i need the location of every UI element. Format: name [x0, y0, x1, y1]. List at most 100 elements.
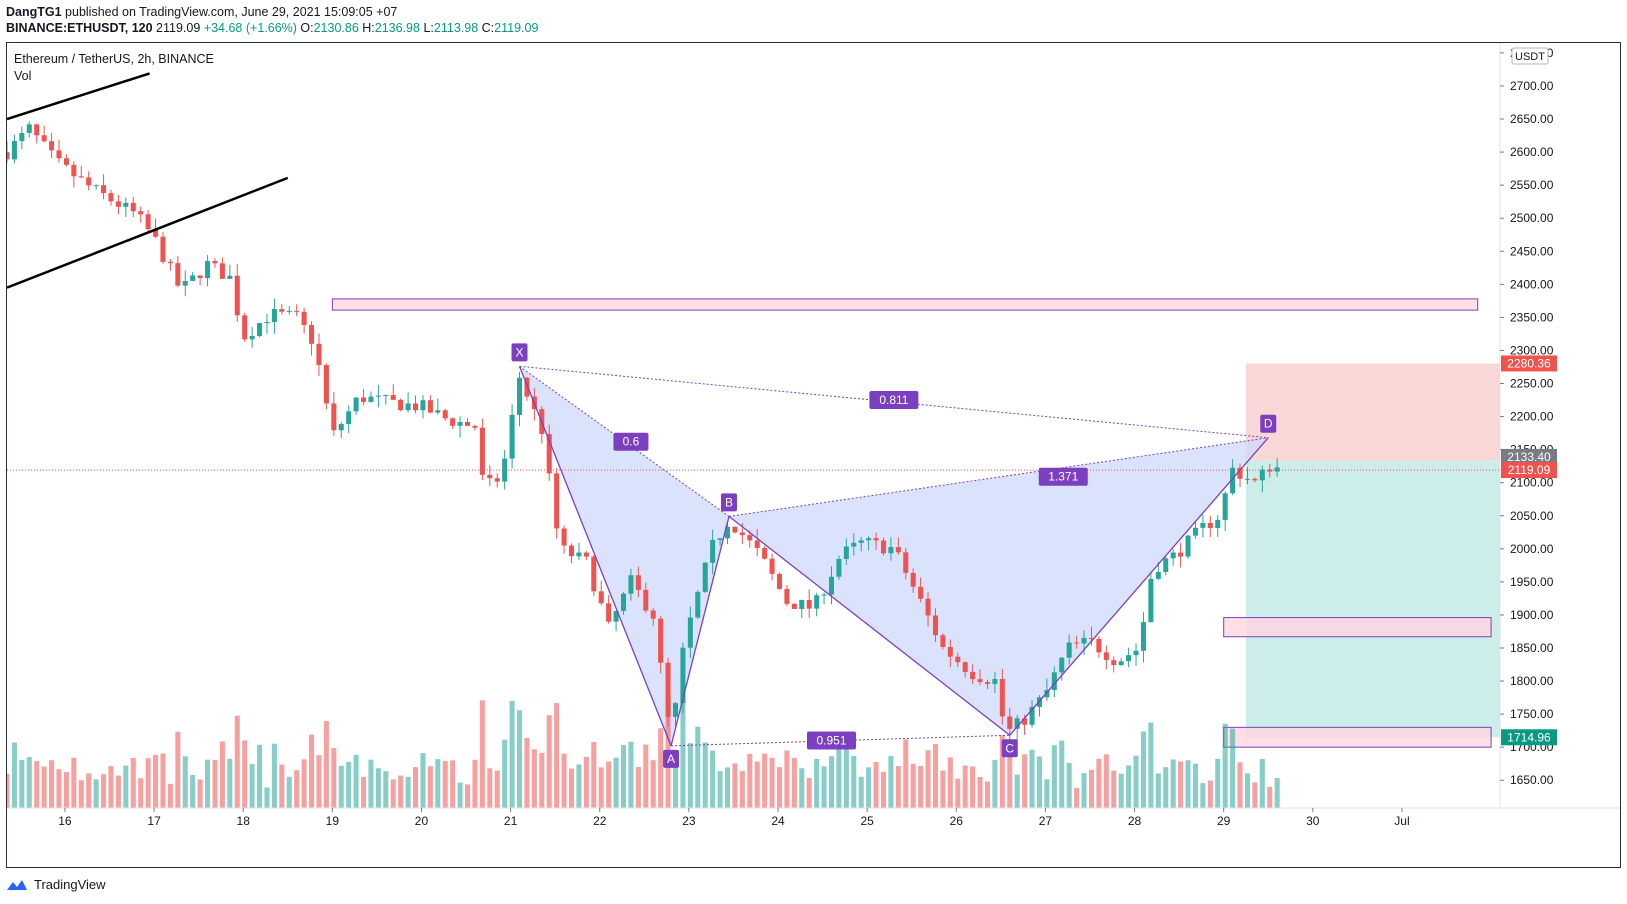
volume-bar [249, 764, 255, 808]
price-label-badge [1501, 729, 1557, 746]
candle-body [843, 546, 849, 559]
volume-bar [754, 761, 760, 808]
candle-body [799, 600, 805, 609]
candle-body [858, 540, 864, 543]
volume-bar [49, 760, 55, 808]
volume-bar [316, 755, 322, 808]
volume-bar [34, 761, 40, 808]
candle-body [368, 396, 374, 402]
volume-bar [101, 774, 107, 808]
volume-bar [331, 747, 337, 808]
volume-bar [880, 771, 887, 808]
candle-body [754, 540, 760, 549]
candle-body [115, 201, 121, 207]
candle-body [643, 589, 649, 611]
candle-body [1126, 655, 1132, 662]
y-tick-label: 1750.00 [1510, 707, 1554, 721]
candle-body [762, 548, 768, 559]
candle-body [784, 588, 790, 604]
volume-bar [962, 765, 968, 808]
volume-bar [487, 768, 493, 808]
candle-body [86, 177, 92, 186]
y-tick-label: 2550.00 [1510, 178, 1554, 192]
pattern-point-badge [1001, 739, 1018, 758]
volume-bar [361, 776, 367, 808]
candle-body [836, 558, 842, 577]
x-tick-label: 29 [1217, 814, 1231, 828]
y-tick-label: 2700.00 [1510, 79, 1554, 93]
volume-bar [821, 766, 827, 808]
candle-body [1259, 469, 1265, 481]
volume-bar [925, 750, 931, 808]
candle-body [828, 576, 835, 595]
candle-body [851, 542, 857, 547]
candle-body [1148, 578, 1154, 623]
volume-bar [1044, 779, 1050, 808]
candle-body [294, 310, 300, 312]
candle-body [494, 478, 500, 482]
volume-bar [561, 753, 567, 808]
candle-body [234, 275, 240, 316]
x-tick-label: 19 [326, 814, 340, 828]
y-tick-label: 2000.00 [1510, 542, 1554, 556]
candle-body [1140, 622, 1146, 651]
y-tick-label: 2200.00 [1510, 410, 1554, 424]
candle-body [138, 211, 144, 215]
volume-bar [984, 781, 991, 808]
volume-bar [1074, 788, 1080, 808]
candle-body [591, 556, 597, 592]
volume-bar [1140, 731, 1146, 808]
volume-bar [591, 742, 597, 808]
volume-bar [732, 763, 738, 808]
candle-body [620, 593, 627, 611]
volume-bar [1215, 758, 1221, 808]
volume-bar [413, 767, 419, 808]
chart-legend-title: Ethereum / TetherUS, 2h, BINANCE [14, 52, 214, 66]
volume-bar [242, 740, 248, 808]
ratio-badge [1038, 467, 1088, 486]
volume-bar [910, 763, 916, 808]
candle-body [1230, 467, 1236, 494]
volume-bar [338, 765, 344, 808]
candle-body [732, 526, 738, 533]
candle-body [992, 679, 998, 684]
x-tick-label: 20 [415, 814, 429, 828]
volume-bar [390, 779, 396, 808]
candle-body [895, 547, 901, 553]
pattern-point-B: B [725, 495, 733, 509]
pattern-ratio-labels: 0.6 0.811 1.371 0.951 [613, 391, 1088, 750]
candle-body [93, 185, 99, 187]
volume-bar [1118, 773, 1124, 808]
candle-body [606, 603, 612, 622]
candle-body [78, 176, 84, 178]
volume-bar [264, 787, 270, 808]
x-tick-label: 25 [860, 814, 874, 828]
volume-bar [509, 700, 515, 808]
publish-info: DangTG1 published on TradingView.com, Ju… [6, 5, 397, 20]
low-label: L: [423, 21, 434, 35]
volume-bar [1230, 728, 1236, 808]
y-tick-label: 2650.00 [1510, 112, 1554, 126]
volume-bar [776, 767, 783, 808]
candle-body [219, 263, 225, 279]
candle-body [375, 395, 381, 397]
price-change: +34.68 (+1.66%) [203, 21, 297, 35]
volume-bar [130, 757, 136, 808]
open-label: O: [300, 21, 314, 35]
volume-bar [1244, 773, 1250, 808]
candle-body [665, 662, 671, 717]
candle-body [123, 202, 129, 207]
candle-body [561, 528, 567, 546]
volume-bar [583, 756, 589, 808]
pattern-leg-BC [728, 515, 1011, 736]
y-tick-label: 1950.00 [1510, 575, 1554, 589]
x-tick-label: 17 [147, 814, 161, 828]
volume-bar [918, 766, 924, 808]
volume-bar [138, 778, 144, 808]
candle-body [1118, 661, 1124, 666]
candle-body [427, 400, 433, 413]
candle-body [747, 535, 753, 541]
volume-bar [78, 780, 84, 808]
volume-bar [63, 772, 69, 808]
